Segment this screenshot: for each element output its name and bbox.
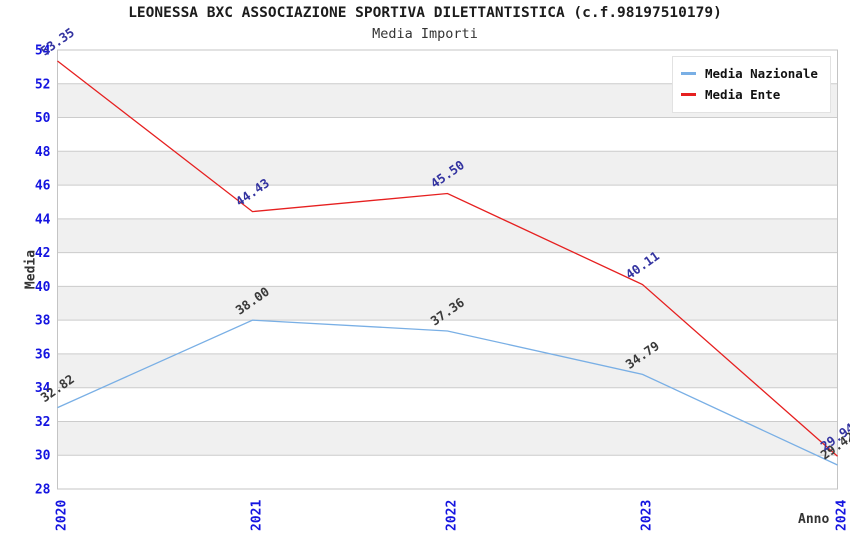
svg-text:34: 34: [35, 381, 51, 396]
svg-text:2020: 2020: [55, 500, 70, 531]
svg-text:32: 32: [35, 415, 51, 430]
legend-label-media-nazionale: Media Nazionale: [705, 66, 818, 81]
svg-text:2024: 2024: [835, 500, 850, 531]
chart-title: LEONESSA BXC ASSOCIAZIONE SPORTIVA DILET…: [128, 5, 722, 21]
chart-subtitle: Media Importi: [372, 26, 478, 42]
svg-text:36: 36: [35, 347, 51, 362]
legend-item-media-ente: Media Ente: [681, 84, 818, 105]
legend: Media Nazionale Media Ente: [672, 56, 831, 113]
media-nazionale-line-swatch: [681, 72, 696, 75]
svg-text:50: 50: [35, 111, 51, 126]
svg-text:2022: 2022: [445, 500, 460, 531]
svg-text:38: 38: [35, 314, 51, 329]
svg-text:42: 42: [35, 246, 51, 261]
svg-text:40: 40: [35, 280, 51, 295]
svg-text:48: 48: [35, 145, 51, 160]
legend-item-media-nazionale: Media Nazionale: [681, 63, 818, 84]
svg-text:52: 52: [35, 77, 51, 92]
y-axis-title: Media: [23, 249, 39, 290]
legend-label-media-ente: Media Ente: [705, 87, 781, 102]
x-axis-title: Anno: [798, 512, 830, 527]
svg-text:2023: 2023: [640, 500, 655, 531]
svg-text:30: 30: [35, 449, 51, 464]
svg-text:44: 44: [35, 212, 51, 227]
svg-text:46: 46: [35, 179, 51, 194]
svg-text:54: 54: [35, 44, 51, 59]
media-ente-line-swatch: [681, 93, 696, 96]
svg-text:28: 28: [35, 483, 51, 498]
svg-text:2021: 2021: [250, 500, 265, 531]
